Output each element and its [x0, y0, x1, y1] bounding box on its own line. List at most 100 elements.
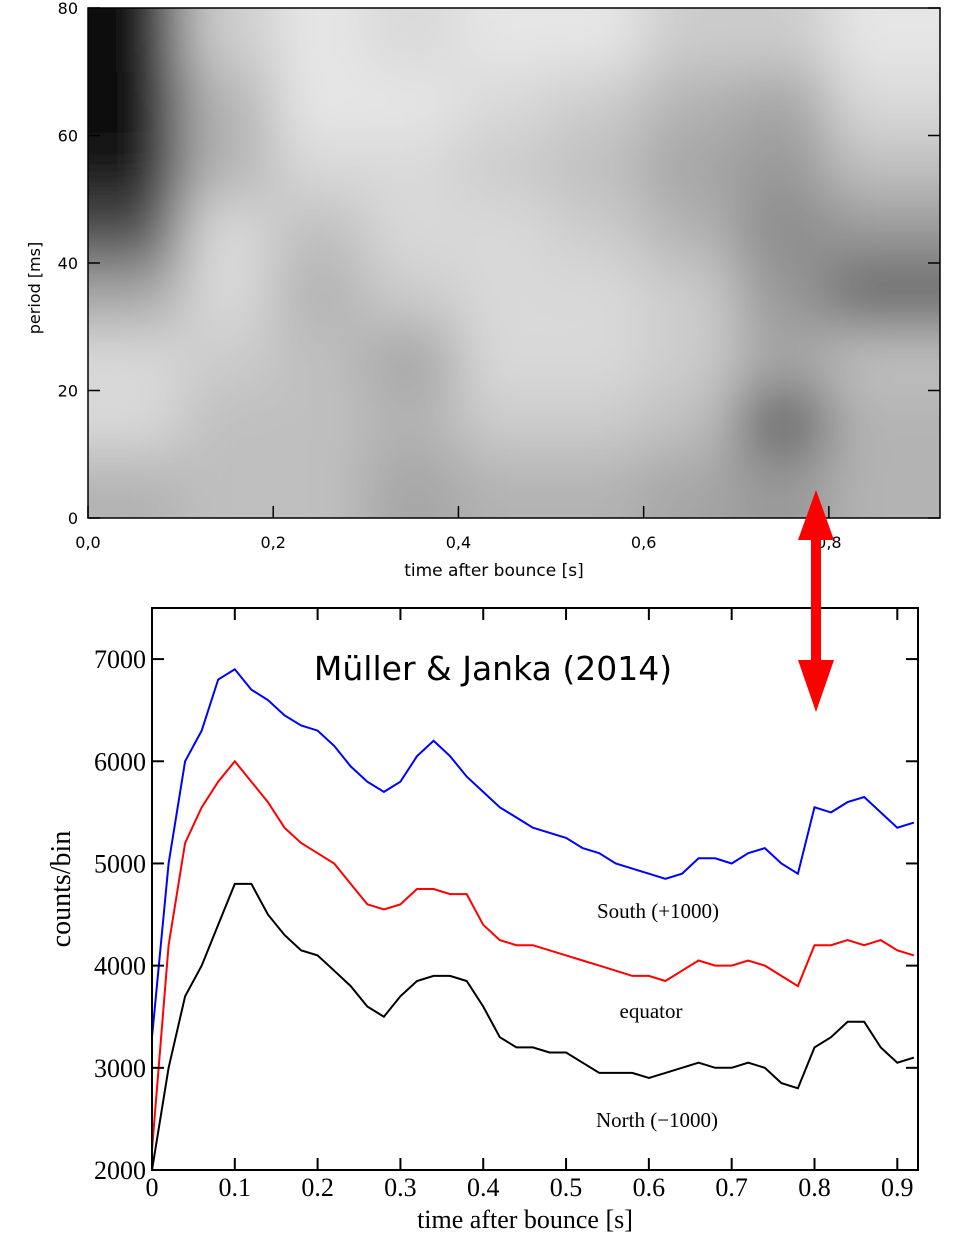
- y-tick-label: 4000: [94, 952, 146, 981]
- x-tick-label: 0.9: [881, 1173, 914, 1202]
- heatmap-cell: [273, 326, 366, 391]
- x-tick-label: 0,6: [631, 533, 656, 552]
- y-tick-label: 5000: [94, 849, 146, 878]
- y-axis-label: counts/bin: [46, 831, 77, 948]
- heatmap-cell: [643, 71, 737, 136]
- heatmap-cell: [180, 263, 274, 327]
- y-tick-label: 3000: [94, 1054, 146, 1083]
- heatmap-cell: [828, 8, 940, 72]
- heatmap-cell: [736, 263, 829, 327]
- heatmap-cell: [828, 390, 940, 455]
- x-tick-label: 0.2: [301, 1173, 334, 1202]
- heatmap-cell: [273, 390, 366, 455]
- chart-title: Müller & Janka (2014): [314, 649, 672, 688]
- heatmap-cell: [828, 71, 940, 136]
- heatmap-cell: [458, 71, 552, 136]
- series-line: [152, 882, 915, 1170]
- heatmap-cell: [180, 326, 274, 391]
- heatmap-cell: [273, 71, 366, 136]
- heatmap-cell: [180, 71, 274, 136]
- y-tick-label: 40: [58, 254, 78, 273]
- heatmap-cell: [88, 199, 181, 263]
- red-double-arrow: [798, 490, 834, 712]
- heatmap-cell: [551, 71, 644, 136]
- heatmap-blur: [88, 8, 940, 518]
- heatmap-cell: [828, 199, 940, 263]
- heatmap-cell: [458, 135, 552, 200]
- lightcurve-panel: South (+1000) equator North (−1000) 0 0.1 0.2…: [46, 607, 919, 1234]
- y-tick-label: 6000: [94, 747, 146, 776]
- heatmap-cell: [180, 135, 274, 200]
- heatmap-cell: [365, 454, 459, 518]
- x-tick-label: 0.8: [798, 1173, 831, 1202]
- heatmap-cell: [365, 263, 459, 327]
- series-label: South (+1000): [597, 899, 719, 923]
- x-tick-label: 0,4: [446, 533, 471, 552]
- series-label: equator: [620, 999, 683, 1023]
- heatmap-cell: [365, 71, 459, 136]
- heatmap-cell: [458, 263, 552, 327]
- y-tick-label: 7000: [94, 645, 146, 674]
- heatmap-cell: [736, 8, 829, 72]
- heatmap-cell: [365, 135, 459, 200]
- heatmap-cell: [273, 8, 366, 72]
- y-tick-label: 20: [58, 382, 78, 401]
- heatmap-cell: [458, 326, 552, 391]
- heatmap-cell: [365, 199, 459, 263]
- heatmap-cell: [88, 326, 181, 391]
- heatmap-cell: [643, 135, 737, 200]
- heatmap-cell: [180, 454, 274, 518]
- x-tick-label: 0.4: [467, 1173, 500, 1202]
- heatmap-cell: [273, 135, 366, 200]
- y-tick-label: 2000: [94, 1156, 146, 1185]
- heatmap-cell: [88, 71, 181, 136]
- heatmap-cell: [551, 135, 644, 200]
- heatmap-cell: [643, 326, 737, 391]
- heatmap-cell: [828, 263, 940, 327]
- heatmap-cell: [551, 454, 644, 518]
- heatmap-cell: [736, 135, 829, 200]
- x-tick-label: 0.1: [219, 1173, 252, 1202]
- series-lines: [152, 667, 915, 1170]
- heatmap-cell: [551, 8, 644, 72]
- heatmap-cell: [458, 199, 552, 263]
- x-axis-label: time after bounce [s]: [417, 1205, 633, 1234]
- y-tick-label: 80: [58, 0, 78, 18]
- heatmap-cell: [180, 8, 274, 72]
- heatmap-cell: [180, 199, 274, 263]
- heatmap-cell: [88, 263, 181, 327]
- x-tick-label: 0.5: [550, 1173, 583, 1202]
- heatmap-cell: [643, 263, 737, 327]
- heatmap-cell: [88, 454, 181, 518]
- heatmap-cell: [458, 454, 552, 518]
- heatmap-cell: [180, 390, 274, 455]
- heatmap-cell: [736, 326, 829, 391]
- heatmap-cell: [828, 454, 940, 518]
- heatmap-cell: [828, 135, 940, 200]
- plot-frame: [151, 607, 919, 1171]
- y-tick-label: 0: [68, 509, 78, 528]
- heatmap-cells: [88, 8, 940, 518]
- heatmap-cell: [365, 8, 459, 72]
- heatmap-cell: [273, 263, 366, 327]
- y-axis-label: period [ms]: [25, 242, 44, 334]
- x-tick-label: 0.3: [384, 1173, 417, 1202]
- x-tick-label: 0: [146, 1173, 159, 1202]
- x-tick-label: 0.6: [633, 1173, 666, 1202]
- heatmap-cell: [88, 135, 181, 200]
- heatmap-cell: [551, 390, 644, 455]
- heatmap-cell: [365, 326, 459, 391]
- x-tick-label: 0.7: [715, 1173, 748, 1202]
- series-line: [152, 667, 915, 1038]
- heatmap-cell: [88, 8, 181, 72]
- heatmap-cell: [88, 390, 181, 455]
- heatmap-cell: [643, 390, 737, 455]
- heatmap-cell: [736, 199, 829, 263]
- heatmap-cell: [458, 8, 552, 72]
- heatmap-cell: [643, 8, 737, 72]
- heatmap-cell: [551, 326, 644, 391]
- heatmap-cell: [551, 199, 644, 263]
- heatmap-cell: [551, 263, 644, 327]
